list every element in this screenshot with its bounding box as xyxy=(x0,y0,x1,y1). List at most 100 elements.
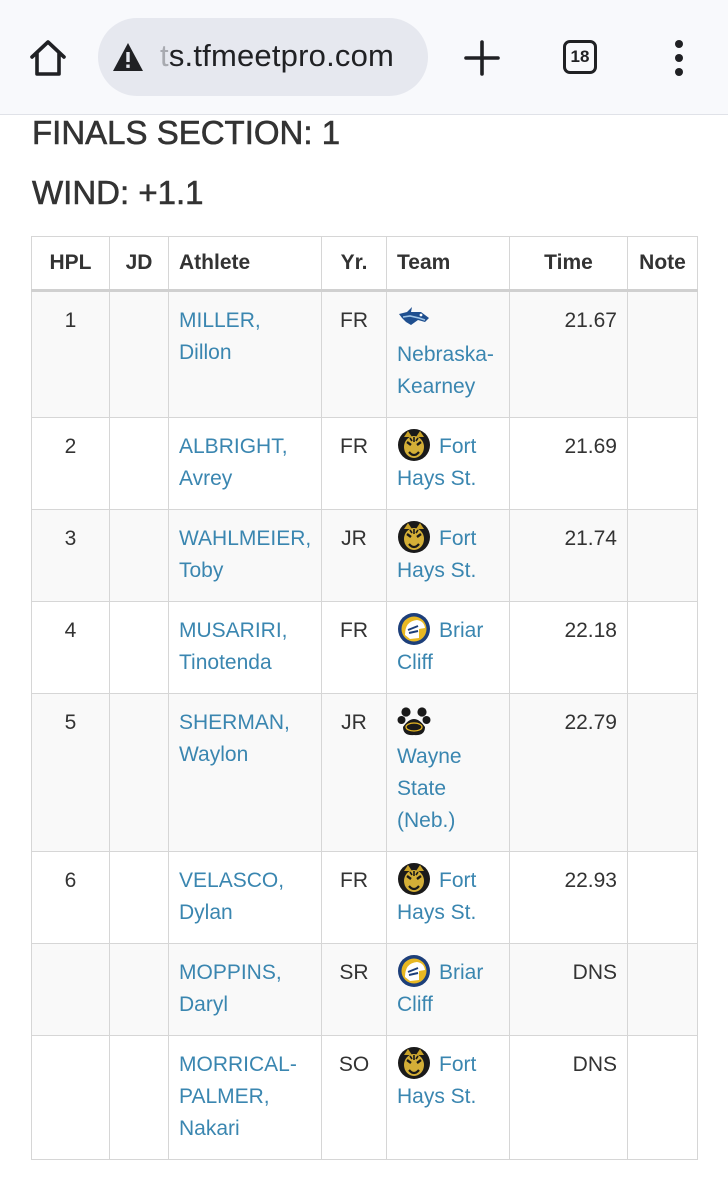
time-cell: 21.69 xyxy=(509,417,628,510)
team-link[interactable]: Fort Hays St. xyxy=(397,1053,477,1108)
athlete-last-name: MILLER, xyxy=(179,309,261,332)
section-heading: FINALS SECTION: 1 xyxy=(32,114,341,152)
place-cell: 2 xyxy=(31,417,110,510)
team-cell: Fort Hays St. xyxy=(386,509,510,602)
year-cell: FR xyxy=(321,601,387,694)
time-cell: 22.93 xyxy=(509,851,628,944)
time-cell: 22.79 xyxy=(509,693,628,852)
jd-cell xyxy=(109,601,169,694)
col-header-team[interactable]: Team xyxy=(386,236,510,292)
athlete-link[interactable]: WAHLMEIER, Toby xyxy=(179,527,311,582)
team-link[interactable]: Wayne State (Neb.) xyxy=(397,745,462,832)
team-link[interactable]: Nebraska-Kearney xyxy=(397,343,494,398)
team-link[interactable]: Fort Hays St. xyxy=(397,435,477,490)
url-text: ts.tfmeetpro.com xyxy=(160,38,394,74)
table-row: MORRICAL-PALMER, Nakari SO Fort Hays St. DNS xyxy=(31,1035,698,1160)
note-cell xyxy=(627,509,698,602)
col-header-hpl[interactable]: HPL xyxy=(31,236,110,292)
athlete-link[interactable]: MILLER, Dillon xyxy=(179,309,261,364)
place-cell: 6 xyxy=(31,851,110,944)
col-header-year[interactable]: Yr. xyxy=(321,236,387,292)
col-header-note[interactable]: Note xyxy=(627,236,698,292)
year-cell: JR xyxy=(321,509,387,602)
team-cell: Briar Cliff xyxy=(386,601,510,694)
team-cell: Wayne State (Neb.) xyxy=(386,693,510,852)
team-cell: Nebraska-Kearney xyxy=(386,290,510,418)
home-icon[interactable] xyxy=(26,36,70,80)
place-cell: 3 xyxy=(31,509,110,602)
url-faded-prefix: t xyxy=(160,38,169,73)
note-cell xyxy=(627,417,698,510)
athlete-cell: MUSARIRI, Tinotenda xyxy=(168,601,322,694)
athlete-cell: SHERMAN, Waylon xyxy=(168,693,322,852)
results-table: HPL JD Athlete Yr. Team Time Note 1 MILLE… xyxy=(31,236,698,1160)
time-cell: DNS xyxy=(509,943,628,1036)
more-vert-icon[interactable] xyxy=(664,38,694,78)
wind-heading: WIND: +1.1 xyxy=(32,174,204,212)
warning-icon[interactable] xyxy=(112,42,144,72)
table-row: 5 SHERMAN, Waylon JR Wayne State (Neb.) 22.79 xyxy=(31,693,698,852)
place-cell: 5 xyxy=(31,693,110,852)
team-cell: Fort Hays St. xyxy=(386,1035,510,1160)
athlete-link[interactable]: MORRICAL-PALMER, Nakari xyxy=(179,1053,297,1140)
fort-hays-tiger-logo[interactable] xyxy=(397,428,431,462)
browser-toolbar: ts.tfmeetpro.com 18 xyxy=(0,0,728,115)
tabs-icon[interactable]: 18 xyxy=(563,40,597,74)
jd-cell xyxy=(109,943,169,1036)
fort-hays-tiger-logo[interactable] xyxy=(397,1046,431,1080)
athlete-last-name: ALBRIGHT, xyxy=(179,435,288,458)
year-cell: FR xyxy=(321,417,387,510)
col-header-time[interactable]: Time xyxy=(509,236,628,292)
address-bar[interactable]: ts.tfmeetpro.com xyxy=(98,18,428,96)
athlete-first-name: Waylon xyxy=(179,743,249,766)
athlete-link[interactable]: SHERMAN, Waylon xyxy=(179,711,290,766)
athlete-link[interactable]: ALBRIGHT, Avrey xyxy=(179,435,288,490)
jd-cell xyxy=(109,509,169,602)
jd-cell xyxy=(109,290,169,418)
athlete-first-name: Toby xyxy=(179,559,224,582)
athlete-cell: MILLER, Dillon xyxy=(168,290,322,418)
place-cell: 4 xyxy=(31,601,110,694)
jd-cell xyxy=(109,417,169,510)
athlete-link[interactable]: MUSARIRI, Tinotenda xyxy=(179,619,288,674)
team-link[interactable]: Briar Cliff xyxy=(397,619,484,674)
jd-cell xyxy=(109,851,169,944)
time-cell: 21.67 xyxy=(509,290,628,418)
year-cell: SR xyxy=(321,943,387,1036)
place-cell: 1 xyxy=(31,290,110,418)
fort-hays-tiger-logo[interactable] xyxy=(397,520,431,554)
plus-icon[interactable] xyxy=(462,38,502,78)
table-row: 3 WAHLMEIER, Toby JR Fort Hays St. 21.74 xyxy=(31,509,698,602)
fort-hays-tiger-logo[interactable] xyxy=(397,862,431,896)
year-cell: FR xyxy=(321,851,387,944)
col-header-athlete[interactable]: Athlete xyxy=(168,236,322,292)
briar-cliff-charger-logo[interactable] xyxy=(397,612,431,646)
jd-cell xyxy=(109,693,169,852)
unk-loper-logo[interactable] xyxy=(397,301,431,335)
table-header-row: HPL JD Athlete Yr. Team Time Note xyxy=(31,236,698,292)
note-cell xyxy=(627,851,698,944)
note-cell xyxy=(627,943,698,1036)
team-link[interactable]: Briar Cliff xyxy=(397,961,484,1016)
athlete-link[interactable]: VELASCO, Dylan xyxy=(179,869,284,924)
note-cell xyxy=(627,290,698,418)
athlete-last-name: MORRICAL-PALMER, xyxy=(179,1053,297,1108)
tab-count: 18 xyxy=(570,47,590,66)
wayne-state-paw-logo[interactable] xyxy=(397,703,431,737)
athlete-cell: VELASCO, Dylan xyxy=(168,851,322,944)
time-cell: DNS xyxy=(509,1035,628,1160)
team-link[interactable]: Fort Hays St. xyxy=(397,869,477,924)
table-row: 4 MUSARIRI, Tinotenda FR Briar Cliff 22.18 xyxy=(31,601,698,694)
col-header-jd[interactable]: JD xyxy=(109,236,169,292)
note-cell xyxy=(627,601,698,694)
briar-cliff-charger-logo[interactable] xyxy=(397,954,431,988)
team-cell: Fort Hays St. xyxy=(386,417,510,510)
time-cell: 22.18 xyxy=(509,601,628,694)
team-link[interactable]: Fort Hays St. xyxy=(397,527,477,582)
athlete-first-name: Tinotenda xyxy=(179,651,272,674)
place-cell xyxy=(31,943,110,1036)
time-cell: 21.74 xyxy=(509,509,628,602)
athlete-link[interactable]: MOPPINS, Daryl xyxy=(179,961,282,1016)
jd-cell xyxy=(109,1035,169,1160)
note-cell xyxy=(627,1035,698,1160)
